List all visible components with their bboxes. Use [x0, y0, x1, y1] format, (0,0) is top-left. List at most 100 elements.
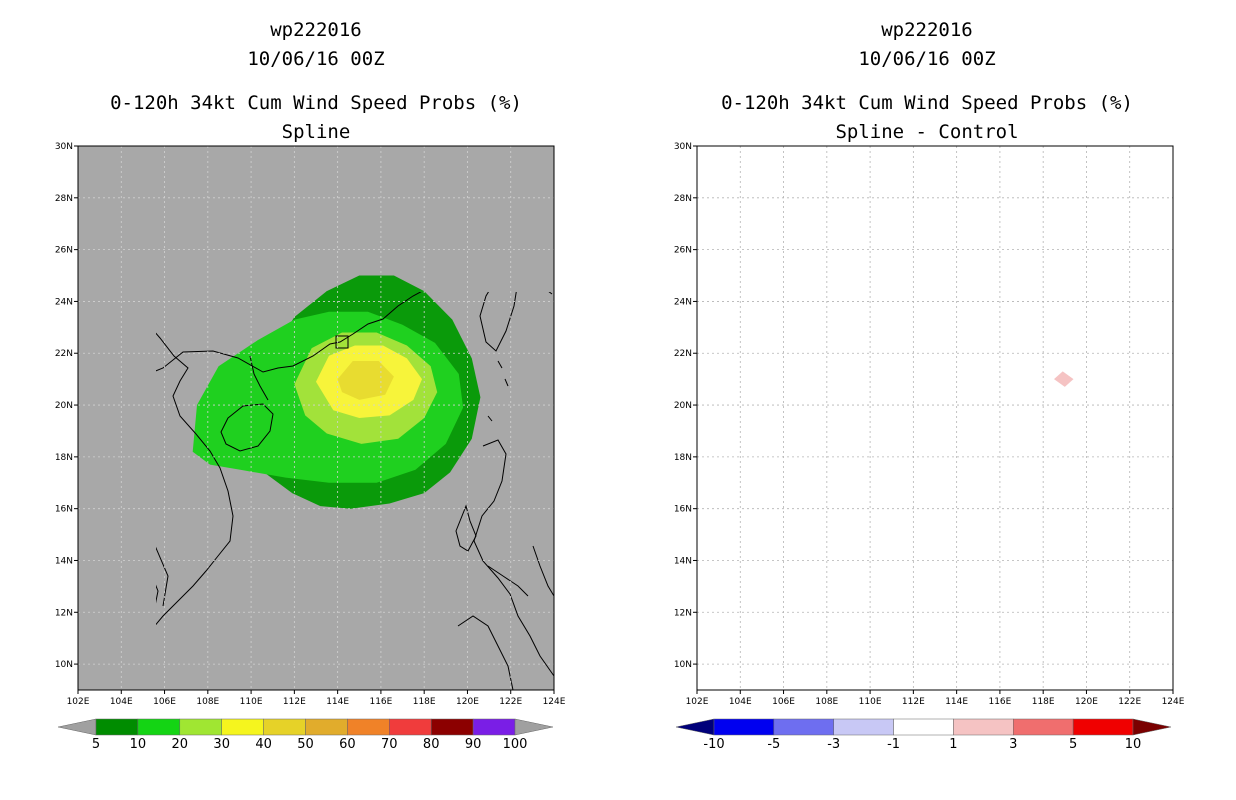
right-plot-frame [696, 145, 1174, 691]
left-title-date: 10/06/16 00Z [247, 48, 385, 70]
right-xtick-label: 106E [772, 697, 795, 707]
right-ytick-label: 20N [674, 401, 692, 411]
left-ytick-label: 16N [55, 505, 73, 515]
left-colorbar-label: 70 [381, 737, 398, 752]
left-ytick-label: 14N [55, 556, 73, 566]
right-ytick-label: 18N [674, 453, 692, 463]
left-colorbar-box [472, 718, 516, 736]
right-chart-panel: 102E 104E 106E 108E 110E 112E 114E 116E 118E 120E… [674, 142, 1185, 752]
right-title-subtitle: Spline - Control [835, 121, 1019, 143]
right-xtick-label: 102E [686, 697, 709, 707]
right-contour-1-3 [1054, 371, 1074, 387]
left-ytick-label: 28N [55, 194, 73, 204]
left-colorbar-label: 90 [465, 737, 482, 752]
right-colorbar-label: 5 [1069, 737, 1077, 752]
left-colorbar-box [347, 718, 390, 736]
left-contours [192, 275, 481, 509]
right-xtick-label: 122E [1118, 697, 1141, 707]
left-colorbar-high-arrow [514, 718, 554, 736]
left-colorbar-box [305, 718, 348, 736]
left-title: wp222016 10/06/16 00Z 0-120h 34kt Cum Wi… [56, 16, 576, 147]
left-ytick-label: 20N [55, 401, 73, 411]
right-ytick-label: 22N [674, 349, 692, 359]
left-colorbar-label: 50 [297, 737, 314, 752]
left-colorbar-label: 30 [213, 737, 230, 752]
left-ytick-label: 30N [55, 142, 73, 152]
right-ytick-label: 12N [674, 608, 692, 618]
right-xtick-label: 124E [1162, 697, 1185, 707]
right-title-product: 0-120h 34kt Cum Wind Speed Probs (%) [721, 92, 1133, 114]
right-colorbar-low-arrow [675, 718, 715, 736]
left-xtick-label: 106E [153, 697, 176, 707]
right-colorbar-box [1013, 718, 1074, 736]
left-colorbar-label: 5 [92, 737, 100, 752]
left-colorbar-label: 40 [255, 737, 272, 752]
right-colorbar-box [833, 718, 894, 736]
right-xtick-label: 110E [859, 697, 882, 707]
left-xtick-label: 110E [240, 697, 263, 707]
right-xtick-label: 116E [988, 697, 1011, 707]
right-x-axis: 102E 104E 106E 108E 110E 112E 114E 116E 118E 120E… [686, 690, 1185, 707]
right-colorbar-box [953, 718, 1014, 736]
left-xtick-label: 122E [499, 697, 522, 707]
right-xtick-label: 104E [729, 697, 752, 707]
left-xtick-label: 118E [413, 697, 436, 707]
left-gridlines [78, 146, 554, 690]
right-ytick-label: 26N [674, 246, 692, 256]
right-ytick-label: 30N [674, 142, 692, 152]
right-colorbar: -10 -5 -3 -1 1 3 5 10 [675, 718, 1172, 752]
left-ytick-label: 26N [55, 246, 73, 256]
right-colorbar-label: 10 [1125, 737, 1142, 752]
right-colorbar-label: 1 [949, 737, 957, 752]
left-colorbar-box [221, 718, 264, 736]
left-colorbar: 5 10 20 30 40 50 60 70 80 90 100 [57, 718, 554, 752]
right-title: wp222016 10/06/16 00Z 0-120h 34kt Cum Wi… [667, 16, 1187, 147]
left-colorbar-label: 10 [130, 737, 147, 752]
left-xtick-label: 116E [369, 697, 392, 707]
right-colorbar-label: -1 [887, 737, 900, 752]
right-xtick-label: 108E [815, 697, 838, 707]
left-colorbar-box [95, 718, 139, 736]
right-xtick-label: 120E [1075, 697, 1098, 707]
left-ytick-label: 18N [55, 453, 73, 463]
right-colorbar-box [1072, 718, 1134, 736]
left-ytick-label: 24N [55, 297, 73, 307]
right-colorbar-high-arrow [1132, 718, 1172, 736]
right-colorbar-box [893, 718, 954, 736]
left-ytick-label: 22N [55, 349, 73, 359]
right-xtick-label: 118E [1032, 697, 1055, 707]
left-colorbar-low-arrow [57, 718, 97, 736]
left-title-product: 0-120h 34kt Cum Wind Speed Probs (%) [110, 92, 522, 114]
left-xtick-label: 124E [543, 697, 566, 707]
left-xtick-label: 120E [456, 697, 479, 707]
right-colorbar-label: -10 [703, 737, 724, 752]
left-xtick-label: 104E [110, 697, 133, 707]
left-plot-frame [77, 145, 555, 691]
left-ytick-label: 12N [55, 608, 73, 618]
left-colorbar-box [179, 718, 222, 736]
right-colorbar-label: -3 [827, 737, 840, 752]
left-colorbar-box [263, 718, 306, 736]
left-colorbar-label: 20 [172, 737, 189, 752]
right-y-axis: 30N 28N 26N 24N 22N 20N 18N 16N 14N 12N 10N [674, 142, 697, 670]
right-contours [1054, 371, 1074, 387]
right-colorbar-label: 3 [1009, 737, 1017, 752]
right-ytick-label: 24N [674, 297, 692, 307]
left-x-axis: 102E 104E 106E 108E 110E 112E 114E 116E 118E 120E… [67, 690, 566, 707]
right-ytick-label: 10N [674, 660, 692, 670]
left-colorbar-label: 60 [339, 737, 356, 752]
left-ytick-label: 10N [55, 660, 73, 670]
right-ytick-label: 14N [674, 556, 692, 566]
left-colorbar-box [389, 718, 432, 736]
right-xtick-label: 114E [945, 697, 968, 707]
right-title-date: 10/06/16 00Z [858, 48, 996, 70]
right-ytick-label: 16N [674, 505, 692, 515]
right-ytick-label: 28N [674, 194, 692, 204]
left-colorbar-label: 80 [423, 737, 440, 752]
left-colorbar-box [137, 718, 181, 736]
left-y-axis: 30N 28N 26N 24N 22N 20N 18N 16N 14N 12N 10N [55, 142, 78, 670]
left-xtick-label: 112E [283, 697, 306, 707]
left-title-subtitle: Spline [281, 121, 351, 143]
right-colorbar-label: -5 [767, 737, 780, 752]
